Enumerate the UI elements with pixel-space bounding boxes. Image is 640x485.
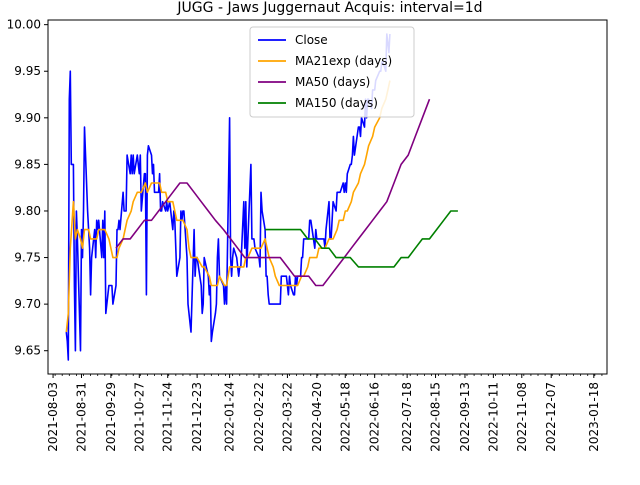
x-tick-label: 2022-05-18 xyxy=(338,382,352,452)
x-tick-label: 2022-12-07 xyxy=(544,382,558,452)
legend-label-4: MA150 (days) xyxy=(295,96,378,110)
x-tick-label: 2022-10-11 xyxy=(486,382,500,452)
x-tick-label: 2022-08-15 xyxy=(429,382,443,452)
x-tick-label: 2021-10-27 xyxy=(132,382,146,452)
x-tick-label: 2022-03-22 xyxy=(280,382,294,452)
y-tick-label: 9.75 xyxy=(14,251,41,265)
legend-box xyxy=(249,26,415,118)
x-tick-label: 2022-04-20 xyxy=(310,382,324,452)
plot-area: 9.65 9.70 9.75 9.80 9.85 9.90 9.95 10.00 2021-08… xyxy=(7,18,608,452)
x-tick-label: 2022-11-08 xyxy=(515,382,529,452)
x-tick-label: 2022-09-13 xyxy=(458,382,472,452)
series-line-2 xyxy=(65,80,391,333)
chart-title: JUGG - Jaws Juggernaut Acquis: interval=… xyxy=(176,0,482,16)
y-tick-label: 9.80 xyxy=(14,204,41,218)
series-line-4 xyxy=(265,210,458,268)
series-line-3 xyxy=(115,98,431,287)
legend-label-2: MA21exp (days) xyxy=(295,54,392,68)
y-tick-label: 9.90 xyxy=(14,111,41,125)
x-tick-label: 2022-07-18 xyxy=(400,382,414,452)
legend-label-1: Close xyxy=(295,33,328,47)
x-tick-label: 2021-08-03 xyxy=(46,382,60,452)
y-tick-label: 9.70 xyxy=(14,297,41,311)
x-tick-label: 2021-09-29 xyxy=(104,382,118,452)
y-tick-label: 9.85 xyxy=(14,157,41,171)
legend-label-3: MA50 (days) xyxy=(295,75,370,89)
legend: Close MA21exp (days) MA50 (days) MA150 (day… xyxy=(249,26,415,118)
x-tick-label: 2022-06-16 xyxy=(368,382,382,452)
y-tick-label: 10.00 xyxy=(7,18,41,32)
series-line-1 xyxy=(65,33,391,361)
y-tick-label: 9.65 xyxy=(14,344,41,358)
y-tick-label: 9.95 xyxy=(14,64,41,78)
x-tick-label: 2021-11-24 xyxy=(161,382,175,452)
x-tick-label: 2023-01-18 xyxy=(587,382,601,452)
x-tick-label: 2022-02-22 xyxy=(252,382,266,452)
x-tick-label: 2021-08-31 xyxy=(74,382,88,452)
x-tick-label: 2022-01-24 xyxy=(223,382,237,452)
x-tick-label: 2021-12-23 xyxy=(190,382,204,452)
axes-frame xyxy=(47,19,608,375)
